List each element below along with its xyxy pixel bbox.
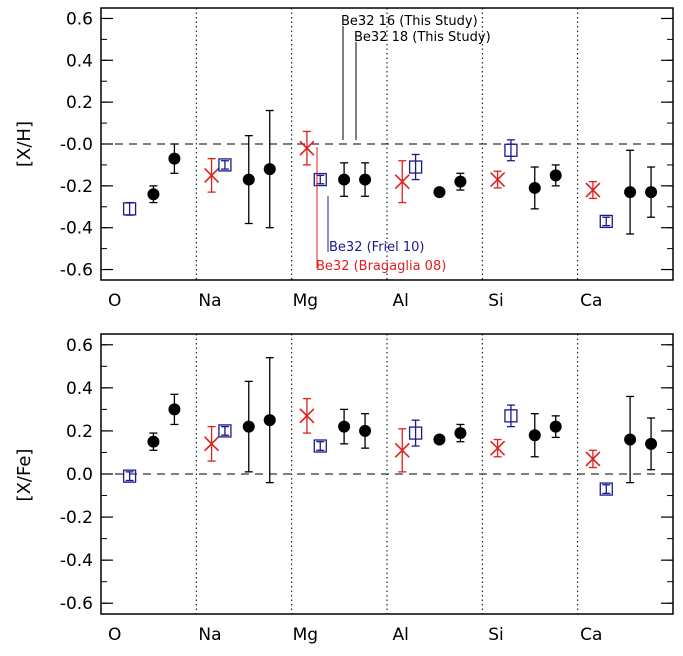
xfe-x-tick-label: O <box>108 625 121 645</box>
study-point <box>263 163 276 176</box>
xfe-panel: 0.6 0.4 0.2 0.0 -0.2 -0.4 -0.6 O Na Mg Al Si Ca [X/… <box>14 333 674 645</box>
xfe-data-points <box>122 357 658 496</box>
friel-point <box>122 202 137 216</box>
study-point <box>549 420 562 433</box>
xfe-x-tick-label: Ca <box>580 625 602 645</box>
bragaglia-point <box>299 408 315 424</box>
bragaglia-point <box>394 174 410 190</box>
friel-point <box>122 469 137 483</box>
xh-x-tick-label: Ca <box>580 291 602 311</box>
study-point <box>624 186 637 199</box>
xh-y-tick-label: -0.0 <box>60 135 93 155</box>
xh-y-tick-label: 0.4 <box>66 51 93 71</box>
study-point <box>528 181 541 194</box>
friel-point <box>504 143 518 157</box>
study-point <box>645 437 658 450</box>
bragaglia-point <box>299 140 315 156</box>
friel-point <box>313 439 327 453</box>
xfe-y-axis-label: [X/Fe] <box>14 449 35 502</box>
xfe-y-tick-label: 0.2 <box>66 422 93 442</box>
bragaglia-point <box>204 436 220 452</box>
study-point <box>624 433 637 446</box>
study-point <box>645 186 658 199</box>
friel-point <box>599 482 613 496</box>
xh-panel: 0.6 0.4 0.2 -0.0 -0.2 -0.4 -0.6 O Na Mg Al Si Ca [X… <box>14 7 674 311</box>
study-point <box>168 403 181 416</box>
xfe-y-tick-label: 0.6 <box>66 336 93 356</box>
friel-point <box>218 158 232 172</box>
friel-point <box>408 426 423 440</box>
study-point <box>359 173 372 186</box>
friel-point <box>504 409 518 423</box>
bragaglia-point <box>490 172 506 188</box>
study-point <box>454 175 467 188</box>
xh-y-tick-label: 0.6 <box>66 9 93 29</box>
xfe-x-tick-label: Mg <box>293 625 318 645</box>
study-point <box>242 173 255 186</box>
study-point <box>242 420 255 433</box>
xh-y-tick-label: -0.2 <box>60 177 93 197</box>
study-point <box>528 429 541 442</box>
xfe-y-tick-label: -0.2 <box>60 508 93 528</box>
study-point <box>168 152 181 165</box>
friel-point <box>408 160 423 174</box>
xh-x-tick-label: Na <box>198 291 221 311</box>
bragaglia-point <box>490 440 506 456</box>
xh-x-tick-label: Mg <box>293 291 318 311</box>
xh-y-tick-label: -0.4 <box>60 219 93 239</box>
xh-y-axis-label: [X/H] <box>14 121 35 167</box>
xfe-x-axis: O Na Mg Al Si Ca <box>108 625 603 645</box>
xh-annotations: Be32 16 (This Study) Be32 18 (This Study… <box>316 14 491 274</box>
study-point <box>263 414 276 427</box>
xh-x-tick-label: Si <box>488 291 504 311</box>
xh-x-tick-label: O <box>108 291 121 311</box>
xh-y-tick-label: -0.6 <box>60 261 93 281</box>
bragaglia-point <box>585 451 601 467</box>
xfe-x-tick-label: Al <box>392 625 408 645</box>
study-point <box>338 420 351 433</box>
xh-x-tick-label: Al <box>392 291 408 311</box>
xfe-y-tick-label: -0.4 <box>60 551 93 571</box>
friel-point <box>218 424 232 438</box>
study-point <box>338 173 351 186</box>
xfe-y-axis: 0.6 0.4 0.2 0.0 -0.2 -0.4 -0.6 <box>60 336 673 614</box>
study-point <box>147 188 160 201</box>
xfe-y-tick-label: -0.6 <box>60 594 93 614</box>
study-point <box>359 424 372 437</box>
annotation-be32-18: Be32 18 (This Study) <box>354 30 491 45</box>
bragaglia-point <box>204 167 220 183</box>
bragaglia-point <box>394 442 410 458</box>
xh-y-tick-label: 0.2 <box>66 93 93 113</box>
xfe-y-tick-label: 0.0 <box>66 465 93 485</box>
xfe-x-tick-label: Si <box>488 625 504 645</box>
xh-data-points <box>122 109 658 235</box>
friel-point <box>313 172 327 187</box>
study-point <box>433 433 446 446</box>
study-point <box>147 435 160 448</box>
study-point <box>433 186 446 199</box>
annotation-bragaglia: Be32 (Bragaglia 08) <box>316 259 446 274</box>
study-point <box>549 169 562 182</box>
bragaglia-point <box>585 182 601 198</box>
xh-x-axis: O Na Mg Al Si Ca <box>108 291 603 311</box>
study-point <box>454 427 467 440</box>
xh-y-axis: 0.6 0.4 0.2 -0.0 -0.2 -0.4 -0.6 <box>60 9 673 281</box>
annotation-be32-16: Be32 16 (This Study) <box>341 14 478 29</box>
xfe-x-tick-label: Na <box>198 625 221 645</box>
friel-point <box>599 214 613 229</box>
annotation-friel: Be32 (Friel 10) <box>329 240 425 255</box>
xfe-y-tick-label: 0.4 <box>66 379 93 399</box>
